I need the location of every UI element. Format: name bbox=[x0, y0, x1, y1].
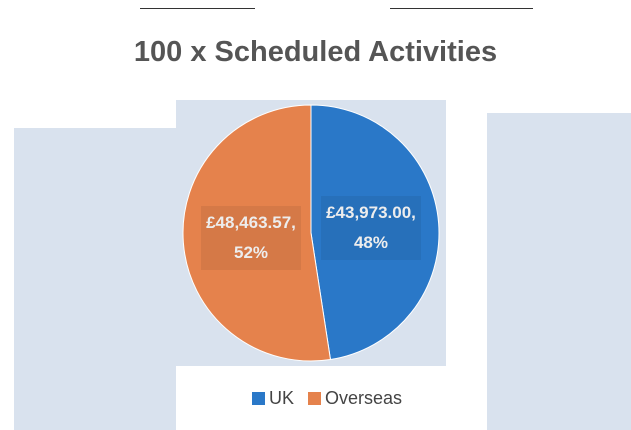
panel bbox=[487, 113, 631, 430]
legend-item: Overseas bbox=[307, 387, 403, 409]
legend: UK Overseas bbox=[208, 366, 446, 430]
top-rule bbox=[390, 8, 533, 9]
legend-item: UK bbox=[251, 387, 294, 409]
legend-label: Overseas bbox=[324, 387, 403, 408]
chart-title: 100 x Scheduled Activities bbox=[133, 36, 498, 68]
legend-swatch bbox=[307, 391, 321, 405]
data-label: £48,463.57, 52% bbox=[201, 205, 301, 270]
top-rule bbox=[140, 8, 255, 9]
data-label: £43,973.00, 48% bbox=[320, 196, 421, 261]
legend-label: UK bbox=[268, 387, 294, 408]
legend-swatch bbox=[251, 391, 265, 405]
panel bbox=[14, 128, 176, 430]
